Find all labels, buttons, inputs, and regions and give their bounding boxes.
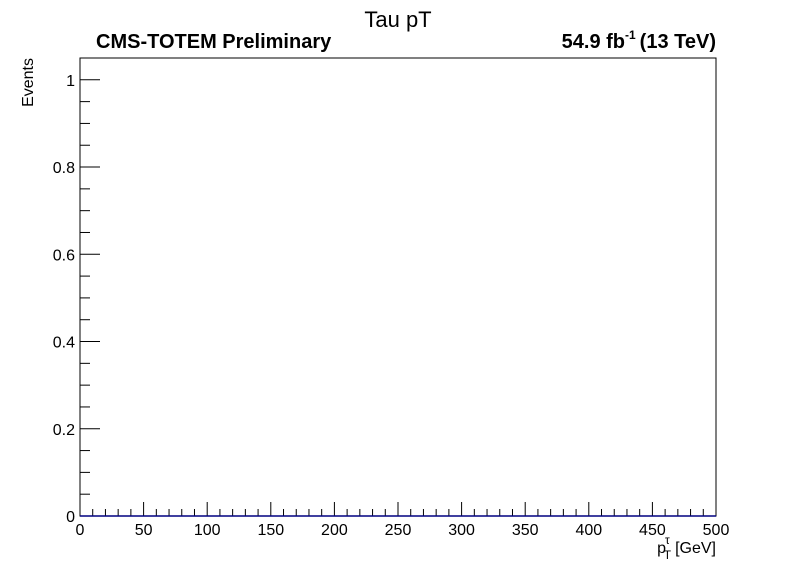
x-tick-label: 450 xyxy=(639,522,666,539)
x-axis-tick-labels: 0 50 100 150 200 250 300 350 400 450 500 xyxy=(76,522,730,539)
chart-title: Tau pT xyxy=(364,7,431,32)
x-tick-label: 0 xyxy=(76,522,85,539)
x-axis-title-unit: [GeV] xyxy=(675,540,716,557)
y-axis-title: Events xyxy=(20,58,37,107)
x-tick-label: 250 xyxy=(385,522,412,539)
x-tick-label: 200 xyxy=(321,522,348,539)
x-tick-label: 100 xyxy=(194,522,221,539)
x-tick-label: 300 xyxy=(448,522,475,539)
lumi-value: 54.9 fb xyxy=(562,31,625,53)
y-tick-label: 1 xyxy=(66,73,75,90)
y-tick-label: 0.4 xyxy=(53,335,75,352)
energy-label: (13 TeV) xyxy=(640,31,716,53)
x-axis-ticks xyxy=(79,502,717,516)
x-tick-label: 400 xyxy=(575,522,602,539)
x-axis-title-subscript: T xyxy=(664,548,672,562)
y-tick-label: 0.6 xyxy=(53,247,75,264)
y-tick-label: 0.2 xyxy=(53,422,75,439)
x-axis-title-base: p xyxy=(657,540,666,557)
lumi-exponent: -1 xyxy=(625,28,636,42)
y-tick-label: 0.8 xyxy=(53,160,75,177)
x-axis-title: pτ T [GeV] xyxy=(657,533,716,562)
y-tick-label: 0 xyxy=(66,509,75,526)
experiment-label: CMS-TOTEM Preliminary xyxy=(96,31,332,53)
x-axis-title-superscript: τ xyxy=(665,533,670,547)
x-tick-label: 150 xyxy=(257,522,284,539)
lumi-energy-label: 54.9 fb-1 (13 TeV) xyxy=(562,28,716,53)
x-tick-label: 350 xyxy=(512,522,539,539)
x-tick-label: 50 xyxy=(135,522,153,539)
y-axis-ticks xyxy=(80,79,100,517)
x-tick-label: 500 xyxy=(703,522,730,539)
y-axis-tick-labels: 0 0.2 0.4 0.6 0.8 1 xyxy=(53,73,75,526)
